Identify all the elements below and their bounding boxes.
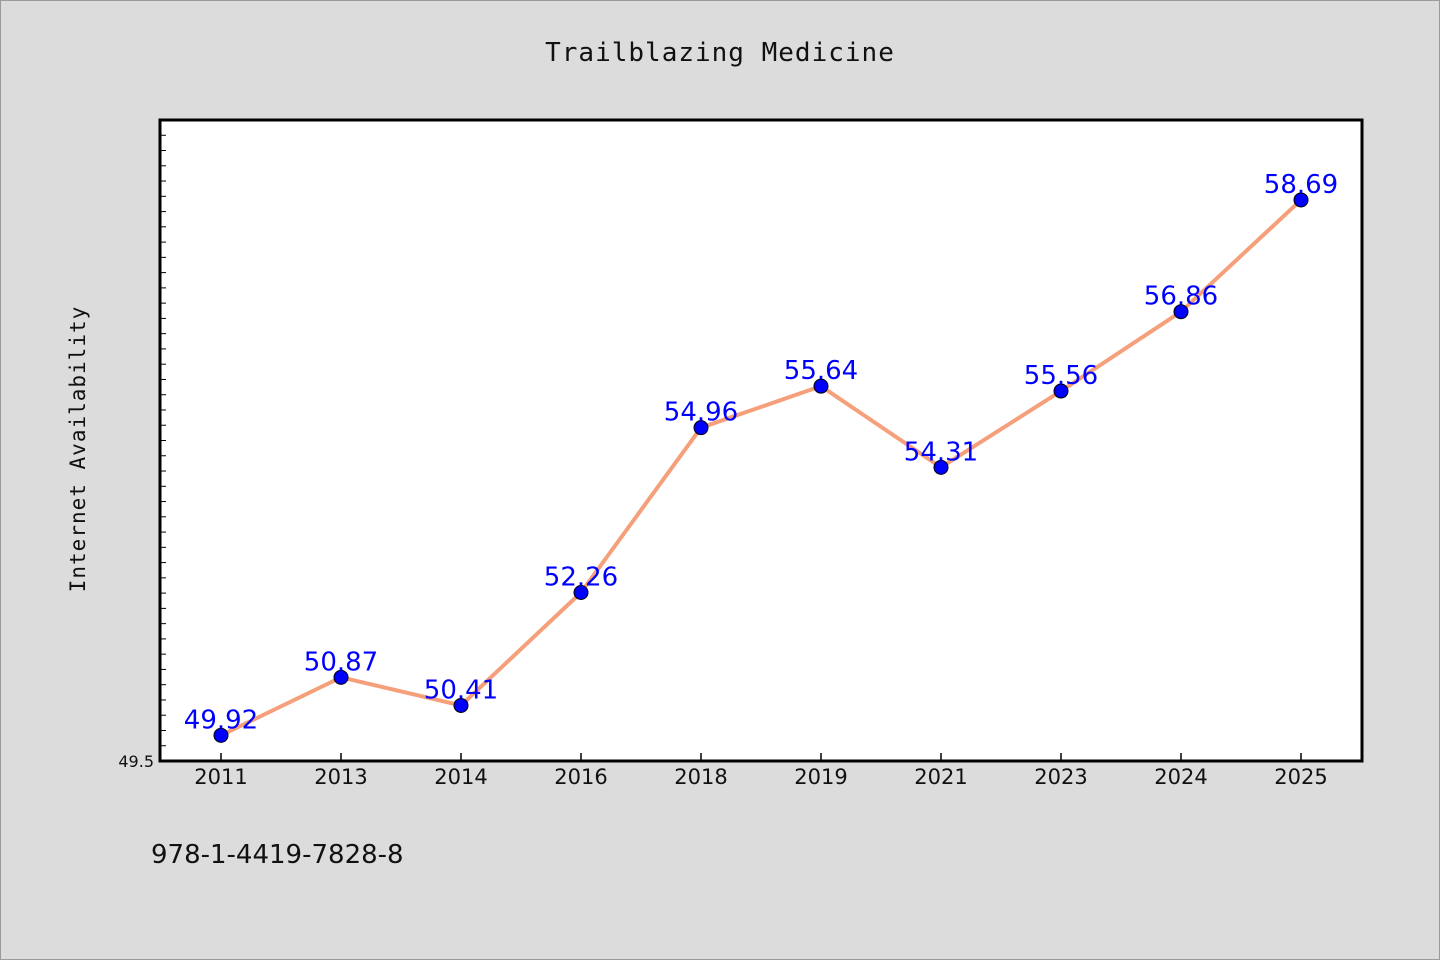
data-label: 58.69	[1264, 170, 1338, 200]
plot-area	[158, 118, 1364, 763]
data-point	[1293, 192, 1309, 208]
data-point	[933, 459, 949, 475]
data-labels: 49.92 50.87 50.41 52.26 54.96 55.64 54.31 55.56…	[184, 170, 1338, 735]
data-label: 49.92	[184, 705, 258, 735]
x-tick-label: 2019	[794, 765, 847, 789]
x-tick-label: 2016	[554, 765, 607, 789]
series-line	[219, 197, 1303, 738]
data-point	[453, 697, 469, 713]
isbn-text: 978-1-4419-7828-8	[151, 840, 404, 870]
x-tick-label: 2011	[194, 765, 247, 789]
x-axis-ticks: 2011 2013 2014 2016 2018 2019 2021 2023 2024 2025	[194, 753, 1328, 789]
y-axis-ticks: 49.5	[118, 134, 166, 771]
x-tick-label: 2018	[674, 765, 727, 789]
y-axis-label: Internet Availability	[66, 306, 90, 593]
data-point	[813, 378, 829, 394]
data-markers	[213, 192, 1309, 743]
data-point	[333, 669, 349, 685]
data-point	[1173, 304, 1189, 320]
data-label: 55.64	[784, 356, 858, 386]
data-label: 55.56	[1024, 361, 1098, 391]
data-point	[1053, 383, 1069, 399]
data-point	[693, 420, 709, 436]
data-label: 50.41	[424, 675, 498, 705]
x-tick-label: 2014	[434, 765, 487, 789]
data-label: 56.86	[1144, 282, 1218, 312]
data-label: 54.96	[664, 398, 738, 428]
x-tick-label: 2023	[1034, 765, 1087, 789]
data-point	[213, 727, 229, 743]
y-tick-label: 49.5	[118, 752, 154, 771]
x-tick-label: 2024	[1154, 765, 1207, 789]
x-tick-label: 2021	[914, 765, 967, 789]
x-tick-label: 2013	[314, 765, 367, 789]
data-label: 54.31	[904, 437, 978, 467]
chart-title: Trailblazing Medicine	[545, 38, 895, 68]
x-tick-label: 2025	[1274, 765, 1327, 789]
data-label: 50.87	[304, 647, 378, 677]
data-label: 52.26	[544, 563, 618, 593]
data-point	[573, 585, 589, 601]
